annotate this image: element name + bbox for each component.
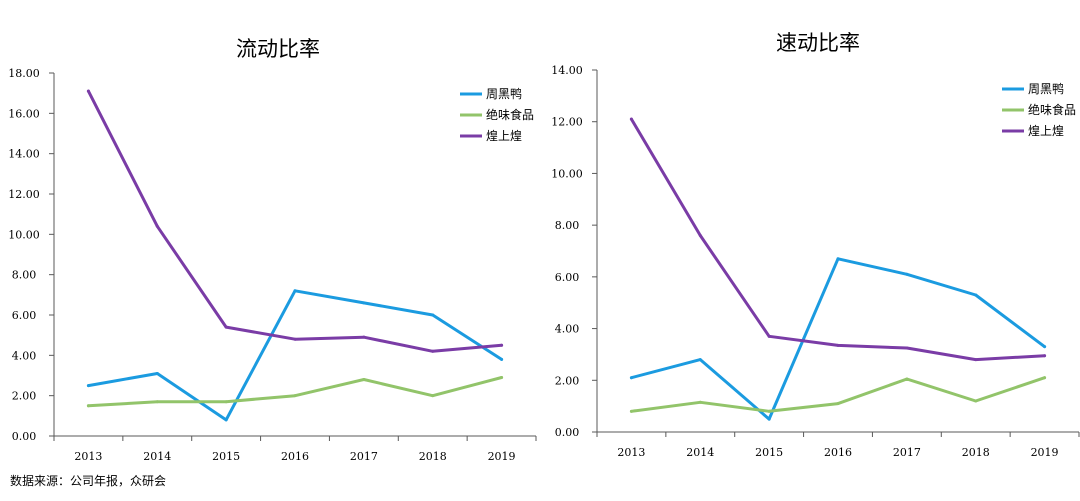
- data-point: [362, 335, 366, 339]
- data-point: [224, 400, 228, 404]
- x-tick-label: 2017: [350, 450, 378, 463]
- x-tick-label: 2017: [893, 446, 921, 459]
- data-point: [224, 325, 228, 329]
- x-tick-label: 2015: [755, 446, 783, 459]
- data-point: [500, 376, 504, 380]
- legend-label-1: 周黑鸭: [486, 87, 522, 101]
- data-point: [836, 343, 840, 347]
- chart-title: 速动比率: [776, 31, 860, 55]
- data-point: [1043, 345, 1047, 349]
- data-point: [905, 346, 909, 350]
- data-point: [767, 334, 771, 338]
- data-point: [431, 349, 435, 353]
- y-tick-label: 14.00: [551, 64, 583, 77]
- series-line-2: [629, 376, 1047, 413]
- data-point: [974, 293, 978, 297]
- y-tick-label: 8.00: [555, 219, 580, 232]
- data-point: [431, 313, 435, 317]
- x-tick-label: 2013: [617, 446, 645, 459]
- source-note: 数据来源：公司年报，众研会: [10, 474, 167, 488]
- data-point: [767, 409, 771, 413]
- data-point: [974, 358, 978, 362]
- legend-label-1: 周黑鸭: [1028, 82, 1064, 96]
- series-line-2: [86, 376, 504, 408]
- x-tick-label: 2016: [824, 446, 852, 459]
- data-point: [155, 224, 159, 228]
- data-point: [905, 377, 909, 381]
- data-point: [836, 402, 840, 406]
- chart-2: 速动比率 0.00 2.00 4.00 6.00 8.00 10.00 12.00 14.00 2…: [551, 31, 1080, 459]
- data-point: [431, 394, 435, 398]
- x-tick-label: 2013: [74, 450, 102, 463]
- data-point: [224, 418, 228, 422]
- x-tick-label: 2016: [281, 450, 309, 463]
- x-tick-label: 2018: [419, 450, 447, 463]
- y-tick-label: 4.00: [12, 349, 37, 362]
- y-tick-label: 10.00: [8, 228, 40, 241]
- y-tick-label: 6.00: [555, 271, 580, 284]
- y-tick-label: 8.00: [12, 269, 37, 282]
- x-tick-label: 2014: [686, 446, 714, 459]
- series-line-1: [86, 289, 504, 422]
- data-point: [500, 357, 504, 361]
- y-tick-label: 2.00: [12, 390, 37, 403]
- data-point: [629, 117, 633, 121]
- series-line-3: [629, 117, 1047, 362]
- data-point: [155, 371, 159, 375]
- series-line-1: [629, 257, 1047, 421]
- data-point: [155, 400, 159, 404]
- y-tick-label: 4.00: [555, 323, 580, 336]
- data-point: [293, 394, 297, 398]
- data-point: [836, 257, 840, 261]
- y-tick-label: 2.00: [555, 374, 580, 387]
- data-point: [698, 233, 702, 237]
- data-point: [500, 343, 504, 347]
- x-tick-label: 2015: [212, 450, 240, 463]
- data-point: [362, 301, 366, 305]
- y-tick-label: 0.00: [555, 426, 580, 439]
- y-tick-label: 16.00: [8, 107, 40, 120]
- x-tick-label: 2019: [1031, 446, 1059, 459]
- data-point: [974, 399, 978, 403]
- legend-label-2: 绝味食品: [1028, 102, 1076, 117]
- data-point: [293, 289, 297, 293]
- data-point: [767, 417, 771, 421]
- charts-canvas: 流动比率 0.00 2.00 4.00 6.00 8.00 10.00 12.00 14.00 1…: [8, 31, 1080, 463]
- y-tick-label: 18.00: [8, 67, 40, 80]
- data-point: [293, 337, 297, 341]
- data-point: [905, 272, 909, 276]
- series-line-3: [86, 89, 504, 353]
- y-tick-label: 6.00: [12, 309, 37, 322]
- y-tick-label: 0.00: [12, 430, 37, 443]
- data-point: [629, 409, 633, 413]
- y-tick-label: 12.00: [551, 116, 583, 129]
- y-tick-label: 14.00: [8, 148, 40, 161]
- data-point: [629, 376, 633, 380]
- y-tick-label: 10.00: [551, 167, 583, 180]
- data-point: [86, 384, 90, 388]
- data-point: [698, 400, 702, 404]
- x-tick-label: 2018: [962, 446, 990, 459]
- x-tick-label: 2019: [488, 450, 516, 463]
- chart-1: 流动比率 0.00 2.00 4.00 6.00 8.00 10.00 12.00 14.00 1…: [8, 37, 537, 463]
- data-point: [86, 404, 90, 408]
- legend-label-3: 煌上煌: [486, 129, 522, 143]
- data-point: [86, 89, 90, 93]
- data-point: [362, 378, 366, 382]
- data-point: [698, 358, 702, 362]
- chart-title: 流动比率: [236, 37, 320, 61]
- data-point: [1043, 354, 1047, 358]
- legend-label-3: 煌上煌: [1028, 124, 1064, 138]
- data-point: [1043, 376, 1047, 380]
- x-tick-label: 2014: [143, 450, 171, 463]
- legend-label-2: 绝味食品: [486, 107, 534, 122]
- y-tick-label: 12.00: [8, 188, 40, 201]
